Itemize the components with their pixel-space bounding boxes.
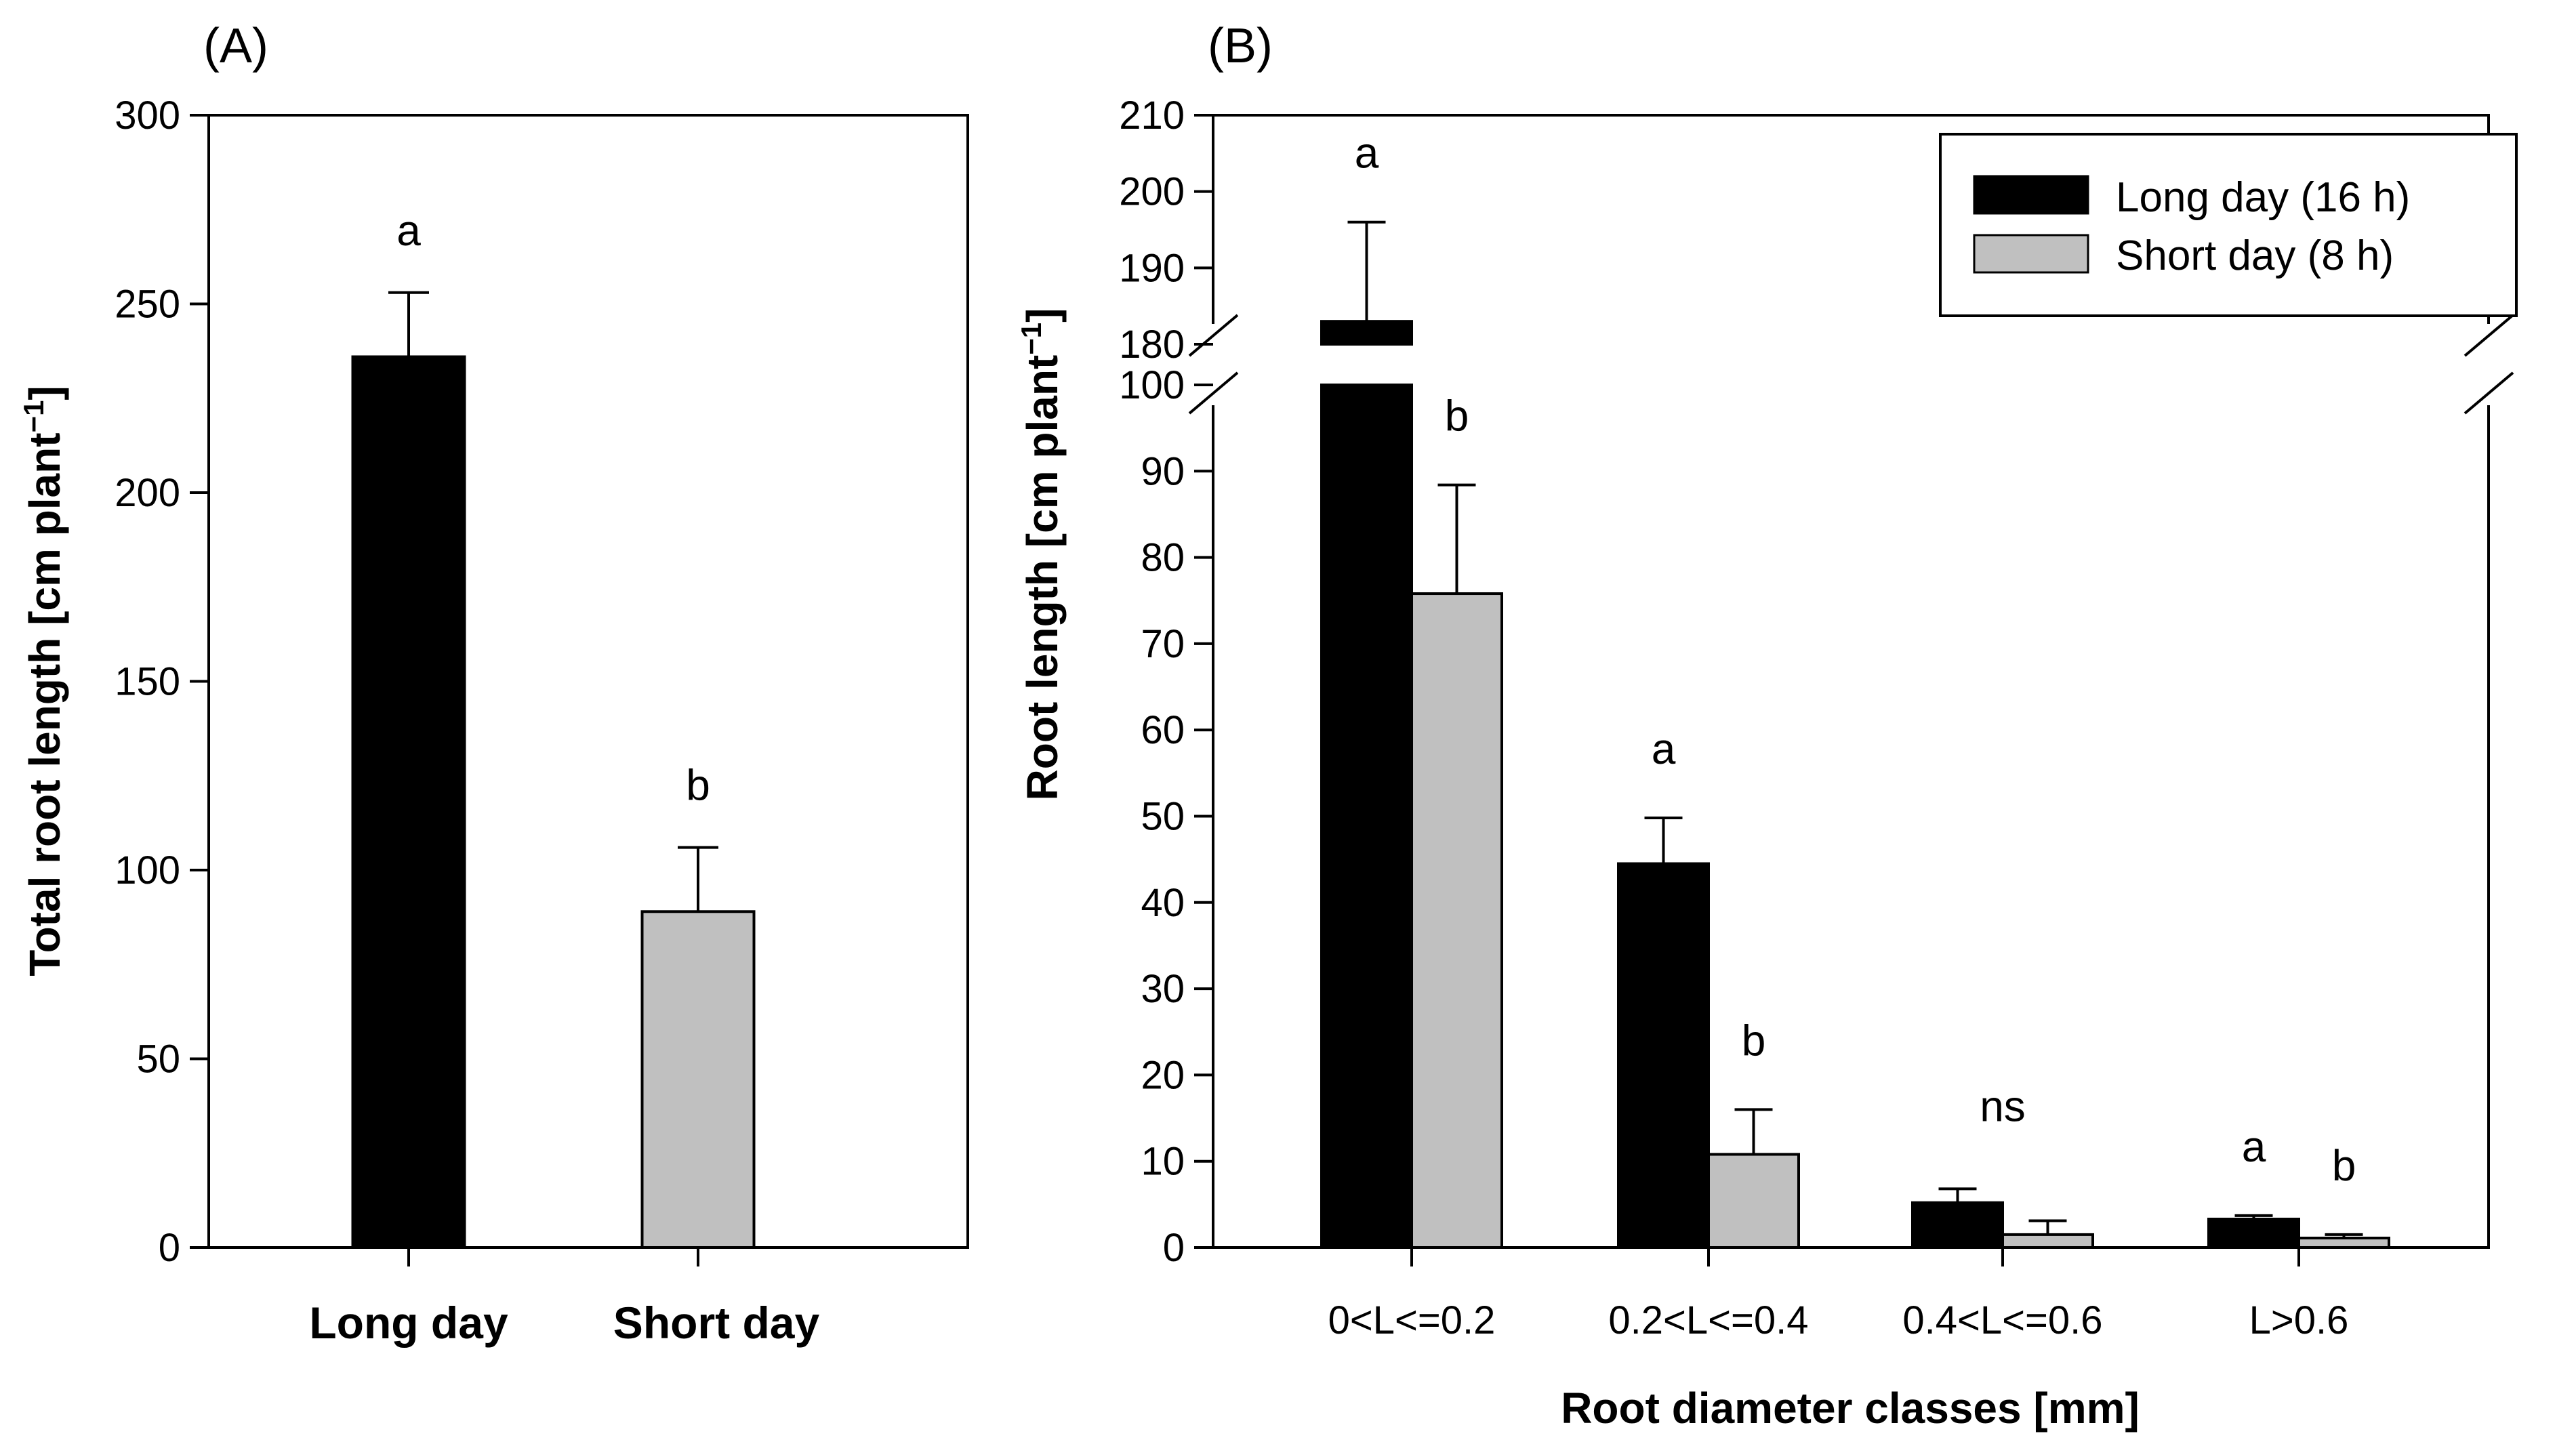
legend-label-long-day: Long day (16 h) — [2116, 174, 2410, 221]
panel-a-category-label: Long day — [309, 1298, 508, 1348]
panel-b-bars: a b a b ns a b — [1320, 129, 2390, 1250]
panel-a-y-axis-title: Total root length [cm plant−1] — [18, 386, 69, 976]
bar — [2001, 1233, 2094, 1250]
y-tick-label: 100 — [115, 848, 180, 892]
legend-swatch-long-day — [1973, 175, 2089, 215]
y-tick-label: 150 — [115, 660, 180, 704]
panel-b-label: (B) — [1208, 19, 1273, 73]
bar — [2297, 1236, 2390, 1249]
panel-b-x-axis-title: Root diameter classes [mm] — [1561, 1384, 2140, 1433]
significance-letter: a — [2242, 1122, 2266, 1171]
bar — [1320, 384, 1413, 1249]
y-tick-label: 300 — [115, 94, 180, 138]
y-tick-label: 100 — [1119, 363, 1185, 407]
y-axis-break-mark — [2463, 371, 2514, 415]
y-axis-break-mark — [1188, 314, 1239, 357]
panel-b-x-axis — [1410, 1248, 2300, 1266]
y-tick-label: 50 — [1141, 795, 1185, 839]
significance-letter: b — [1445, 392, 1469, 440]
y-tick-label: 200 — [115, 471, 180, 515]
significance-letter: b — [686, 761, 710, 810]
y-tick-label: 10 — [1141, 1140, 1185, 1184]
panel-b-category-label: 0.2<L<=0.4 — [1608, 1298, 1808, 1342]
significance-letter: a — [396, 206, 421, 255]
significance-letter: a — [1355, 129, 1379, 178]
y-tick-label: 190 — [1119, 246, 1185, 290]
panel-a-plot-frame — [207, 114, 969, 1249]
panel-a-bars: ab — [351, 206, 756, 1266]
panel-a-y-axis: 0 50 100 150 200 250 300 — [115, 94, 209, 1270]
panel-b-category-label: L>0.6 — [2249, 1298, 2349, 1342]
bar — [1707, 1153, 1800, 1249]
y-tick-label: 30 — [1141, 967, 1185, 1011]
y-tick-label: 60 — [1141, 708, 1185, 752]
significance-letter: b — [2332, 1141, 2356, 1190]
legend-label-short-day: Short day (8 h) — [2116, 232, 2394, 279]
y-tick-label: 210 — [1119, 94, 1185, 138]
y-tick-label: 250 — [115, 283, 180, 327]
legend-swatch-short-day — [1973, 234, 2089, 274]
panel-a-label: (A) — [203, 19, 268, 73]
significance-letter: a — [1652, 724, 1676, 773]
y-tick-label: 0 — [159, 1226, 180, 1270]
legend: Long day (16 h) Short day (8 h) — [1939, 133, 2518, 317]
y-tick-label: 80 — [1141, 536, 1185, 580]
panel-a-category-label: Short day — [613, 1298, 820, 1348]
legend-box — [1939, 133, 2518, 317]
bar — [2207, 1217, 2300, 1249]
y-tick-label: 70 — [1141, 622, 1185, 666]
y-axis-break-mark — [2463, 314, 2514, 357]
y-tick-label: 90 — [1141, 449, 1185, 493]
y-tick-label: 50 — [136, 1037, 180, 1082]
y-tick-label: 180 — [1119, 323, 1185, 367]
bar — [640, 910, 756, 1250]
panel-b-category-label: 0.4<L<=0.6 — [1902, 1298, 2102, 1342]
panel-b-category-label: 0<L<=0.2 — [1328, 1298, 1496, 1342]
significance-letter: ns — [1980, 1082, 2026, 1130]
panel-b-y-axis-title: Root length [cm plant−1] — [1015, 308, 1067, 801]
significance-letter: b — [1742, 1016, 1766, 1065]
bar — [1410, 592, 1503, 1249]
bar-upper-segment — [1320, 320, 1413, 346]
y-tick-label: 200 — [1119, 170, 1185, 214]
y-tick-label: 0 — [1163, 1226, 1185, 1270]
bar — [1911, 1201, 2004, 1249]
y-axis-break-mark — [1188, 371, 1239, 415]
y-tick-label: 20 — [1141, 1053, 1185, 1097]
bar — [1617, 862, 1710, 1249]
bar — [351, 355, 466, 1249]
y-tick-label: 40 — [1141, 881, 1185, 925]
